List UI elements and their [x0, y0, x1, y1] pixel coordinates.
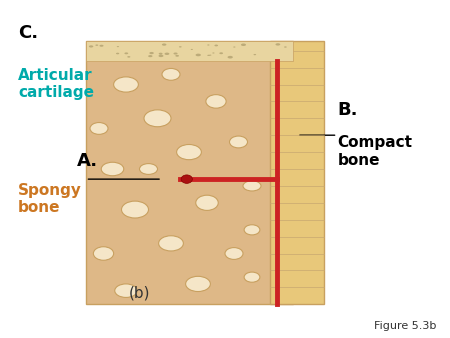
Ellipse shape [176, 145, 202, 160]
Ellipse shape [174, 52, 178, 54]
Ellipse shape [158, 55, 163, 57]
Ellipse shape [275, 43, 280, 46]
Ellipse shape [162, 68, 180, 80]
Ellipse shape [243, 181, 261, 191]
Ellipse shape [117, 46, 119, 47]
Ellipse shape [225, 247, 243, 260]
Ellipse shape [176, 55, 179, 57]
Ellipse shape [159, 53, 162, 55]
Ellipse shape [148, 55, 153, 57]
Ellipse shape [206, 95, 226, 108]
Ellipse shape [101, 162, 124, 176]
Bar [86, 41, 292, 61]
Ellipse shape [209, 55, 211, 56]
Ellipse shape [115, 284, 137, 297]
Ellipse shape [185, 276, 211, 291]
Ellipse shape [196, 195, 218, 210]
Ellipse shape [165, 53, 169, 55]
Ellipse shape [233, 46, 235, 48]
Ellipse shape [95, 44, 98, 46]
Bar [270, 41, 324, 304]
Ellipse shape [140, 164, 158, 174]
Ellipse shape [244, 272, 260, 282]
Ellipse shape [116, 53, 119, 54]
Text: A.: A. [76, 152, 98, 170]
Ellipse shape [191, 49, 193, 50]
Ellipse shape [90, 122, 108, 134]
Ellipse shape [144, 110, 171, 127]
Text: (b): (b) [129, 286, 150, 301]
Ellipse shape [149, 52, 154, 54]
Text: Spongy
bone: Spongy bone [18, 183, 82, 215]
Ellipse shape [241, 44, 246, 46]
Ellipse shape [94, 247, 113, 260]
Ellipse shape [99, 45, 104, 47]
Text: Figure 5.3b: Figure 5.3b [374, 321, 436, 331]
Ellipse shape [212, 52, 215, 53]
Ellipse shape [158, 236, 184, 251]
Text: C.: C. [18, 24, 38, 42]
Ellipse shape [127, 56, 130, 58]
Ellipse shape [114, 77, 139, 92]
Ellipse shape [284, 46, 287, 48]
Ellipse shape [196, 54, 201, 56]
Ellipse shape [162, 44, 166, 46]
Ellipse shape [181, 175, 193, 183]
Text: Compact
bone: Compact bone [338, 135, 413, 168]
Ellipse shape [244, 225, 260, 235]
Ellipse shape [230, 136, 248, 148]
Ellipse shape [215, 45, 218, 46]
Ellipse shape [207, 55, 210, 56]
Ellipse shape [228, 56, 233, 58]
Text: B.: B. [338, 101, 358, 119]
Ellipse shape [122, 201, 148, 218]
Ellipse shape [124, 52, 128, 54]
Text: Articular
cartilage: Articular cartilage [18, 68, 94, 100]
Ellipse shape [253, 54, 256, 55]
Ellipse shape [179, 46, 182, 48]
Bar [86, 41, 292, 304]
Ellipse shape [207, 44, 210, 46]
Ellipse shape [89, 45, 93, 48]
Ellipse shape [219, 52, 223, 54]
